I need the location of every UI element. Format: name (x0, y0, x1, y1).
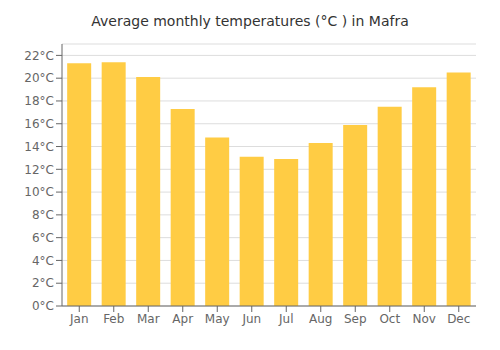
svg-text:20°C: 20°C (24, 71, 54, 85)
svg-text:22°C: 22°C (24, 49, 54, 63)
svg-text:16°C: 16°C (24, 117, 54, 131)
svg-text:Mar: Mar (137, 312, 160, 326)
svg-text:6°C: 6°C (32, 231, 54, 245)
svg-text:Jun: Jun (241, 312, 261, 326)
svg-text:Jul: Jul (278, 312, 293, 326)
svg-text:18°C: 18°C (24, 94, 54, 108)
svg-text:Jan: Jan (69, 312, 89, 326)
svg-text:8°C: 8°C (32, 208, 54, 222)
svg-text:Feb: Feb (103, 312, 124, 326)
svg-text:Aug: Aug (309, 312, 332, 326)
svg-text:Oct: Oct (379, 312, 400, 326)
svg-text:14°C: 14°C (24, 140, 54, 154)
svg-text:0°C: 0°C (32, 299, 54, 313)
svg-text:Dec: Dec (447, 312, 470, 326)
svg-text:Sep: Sep (344, 312, 367, 326)
svg-text:10°C: 10°C (24, 185, 54, 199)
html-text:Average monthly temperatures (: Average monthly temperatures (°C ) in Ma… (91, 13, 409, 29)
svg-text:May: May (205, 312, 230, 326)
svg-text:Nov: Nov (413, 312, 436, 326)
svg-text:4°C: 4°C (32, 254, 54, 268)
svg-text:12°C: 12°C (24, 163, 54, 177)
svg-text:Apr: Apr (172, 312, 193, 326)
svg-text:2°C: 2°C (32, 276, 54, 290)
